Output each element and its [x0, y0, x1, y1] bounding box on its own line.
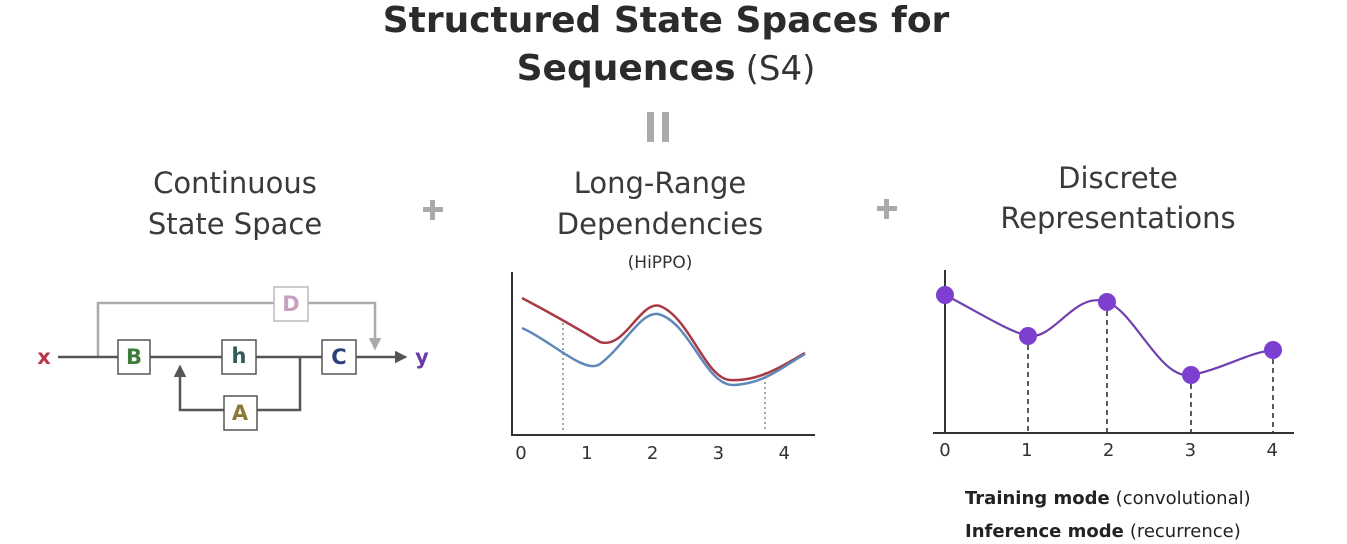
x-tick-label: 0: [939, 440, 950, 461]
x-tick-label: 3: [1185, 440, 1196, 461]
plus-sign: [423, 200, 443, 220]
x-tick-label: 4: [778, 443, 789, 464]
x-tick-label: 2: [647, 443, 658, 464]
block-box: [321, 339, 357, 375]
output-label: y: [415, 345, 429, 369]
mode-name: Inference mode: [965, 521, 1124, 542]
block-label: D: [282, 292, 299, 316]
block-box: [221, 339, 257, 375]
x-tick-label: 0: [515, 443, 526, 464]
mode-line: Training mode (convolutional): [965, 488, 1251, 509]
x-tick-label: 2: [1103, 440, 1114, 461]
mode-detail: (recurrence): [1130, 521, 1241, 542]
mode-line: Inference mode (recurrence): [965, 521, 1241, 542]
x-tick-label: 1: [1021, 440, 1032, 461]
hippo-plot: [511, 272, 815, 436]
title-line2: Sequences (S4): [517, 48, 816, 89]
x-tick-label: 1: [581, 443, 592, 464]
panel-title: Continuous: [153, 166, 317, 200]
block-box: [223, 395, 258, 431]
sample-points: [936, 286, 1282, 384]
input-label: x: [37, 345, 51, 369]
block-label: B: [126, 345, 142, 369]
mode-detail: (convolutional): [1116, 488, 1251, 509]
block-label: C: [331, 345, 346, 369]
block-label: h: [232, 344, 247, 368]
x-tick-label: 4: [1266, 440, 1277, 461]
equals-bar: [662, 112, 669, 142]
panel-title: State Space: [148, 207, 322, 241]
title-bold: Sequences: [517, 48, 736, 89]
panel-subtitle: (HiPPO): [628, 253, 693, 273]
block-box: [273, 286, 309, 322]
title-line1: Structured State Spaces for: [383, 0, 950, 41]
x-tick-label: 3: [713, 443, 724, 464]
panel-title: Dependencies: [557, 207, 763, 241]
equals-bar: [647, 112, 654, 142]
panel-title: Discrete: [1058, 161, 1178, 195]
panel-title: Representations: [1000, 201, 1235, 235]
block-box: [117, 339, 151, 375]
title-suffix: (S4): [746, 49, 816, 89]
mode-name: Training mode: [965, 488, 1110, 509]
discrete-plot: [933, 270, 1294, 434]
block-label: A: [232, 401, 249, 425]
plus-sign: [877, 199, 897, 219]
state-space-diagram: [58, 301, 408, 412]
panel-title: Long-Range: [574, 166, 747, 200]
